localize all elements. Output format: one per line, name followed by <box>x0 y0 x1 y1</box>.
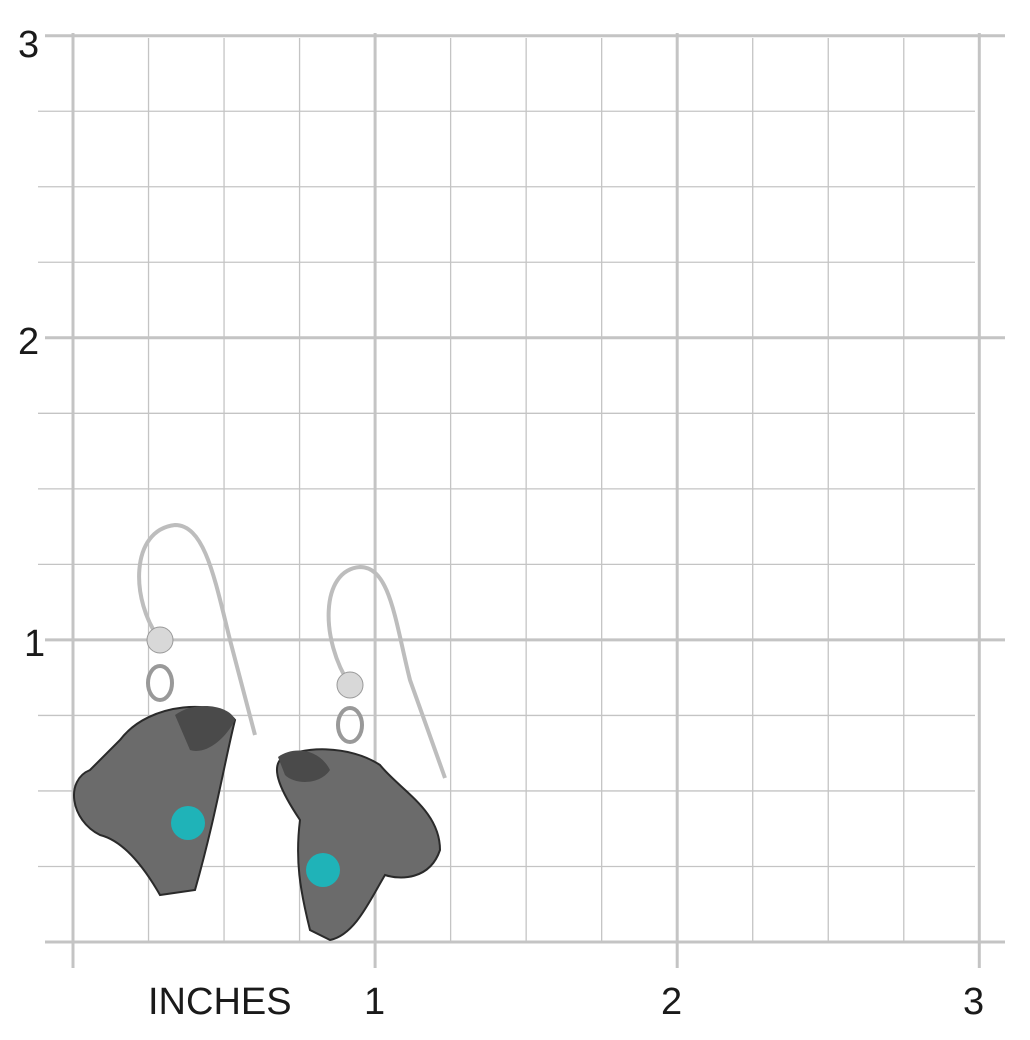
left-earring <box>73 522 257 897</box>
unit-label: INCHES <box>148 981 292 1023</box>
y-tick-label: 2 <box>18 321 40 363</box>
y-tick-label: 1 <box>24 623 46 665</box>
y-tick-label: 3 <box>18 24 40 66</box>
x-tick-label: 3 <box>963 981 985 1023</box>
x-tick-label: 1 <box>364 981 386 1023</box>
turquoise-stone <box>306 853 340 887</box>
x-tick-label: 2 <box>661 981 683 1023</box>
turquoise-stone <box>171 806 205 840</box>
right-earring <box>275 564 447 942</box>
